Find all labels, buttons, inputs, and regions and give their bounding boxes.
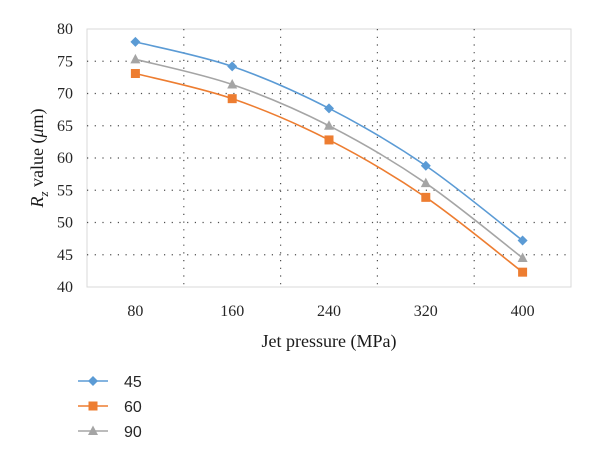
x-tick-label: 160 xyxy=(220,303,244,320)
legend-marker xyxy=(88,425,98,435)
data-point-60 xyxy=(324,135,334,145)
legend-label: 60 xyxy=(124,399,142,416)
data-point-60 xyxy=(130,69,140,79)
data-point-90 xyxy=(420,177,431,188)
x-axis-title: Jet pressure (MPa) xyxy=(262,331,397,352)
data-point-45 xyxy=(227,61,238,72)
legend-marker xyxy=(88,401,98,411)
x-tick-label: 400 xyxy=(511,303,535,320)
data-point-45 xyxy=(324,103,334,114)
legend-label: 90 xyxy=(124,424,142,441)
y-tick-label: 45 xyxy=(57,247,73,264)
y-tick-label: 40 xyxy=(57,279,73,296)
data-point-45 xyxy=(130,36,141,47)
data-point-45 xyxy=(420,160,431,171)
y-axis-title-unit: m) xyxy=(27,108,48,128)
y-tick-label: 70 xyxy=(57,86,73,103)
series-60 xyxy=(130,69,528,277)
y-tick-label: 55 xyxy=(57,182,73,199)
plot-area xyxy=(86,28,572,288)
data-point-90 xyxy=(130,53,141,64)
legend-item-90: 90 xyxy=(78,424,142,441)
data-point-45 xyxy=(517,235,528,246)
data-point-90 xyxy=(324,120,334,130)
y-tick-label: 60 xyxy=(57,150,73,167)
data-point-90 xyxy=(517,252,528,262)
x-tick-label: 80 xyxy=(127,303,143,320)
legend-label: 45 xyxy=(124,374,142,391)
legend-item-45: 45 xyxy=(78,374,142,391)
x-tick-label: 240 xyxy=(317,303,341,320)
x-tick-label: 320 xyxy=(414,303,438,320)
y-tick-label: 75 xyxy=(57,53,73,70)
legend-marker xyxy=(88,376,98,386)
y-axis-title-text: value ( xyxy=(27,138,48,192)
data-point-60 xyxy=(421,192,431,202)
legend-item-60: 60 xyxy=(78,399,142,416)
y-tick-label: 50 xyxy=(57,215,73,232)
data-point-60 xyxy=(518,267,528,277)
y-axis-title-unit-prefix: μ xyxy=(27,128,47,138)
y-tick-labels: 40 45 50 55 60 65 70 75 80 xyxy=(57,21,73,296)
y-tick-label: 80 xyxy=(57,21,73,38)
x-tick-labels: 80 160 240 320 400 xyxy=(127,303,534,320)
y-axis-title-subscript: z xyxy=(36,191,51,197)
series-90 xyxy=(130,53,528,262)
series-layer xyxy=(130,36,528,277)
legend: 45 60 90 xyxy=(78,374,142,441)
y-tick-label: 65 xyxy=(57,118,73,135)
y-axis-title-symbol: R xyxy=(27,197,47,209)
data-point-90 xyxy=(227,78,238,89)
data-point-60 xyxy=(227,94,237,104)
y-axis-title: Rz value (μm) xyxy=(27,108,51,208)
series-45 xyxy=(130,36,528,246)
